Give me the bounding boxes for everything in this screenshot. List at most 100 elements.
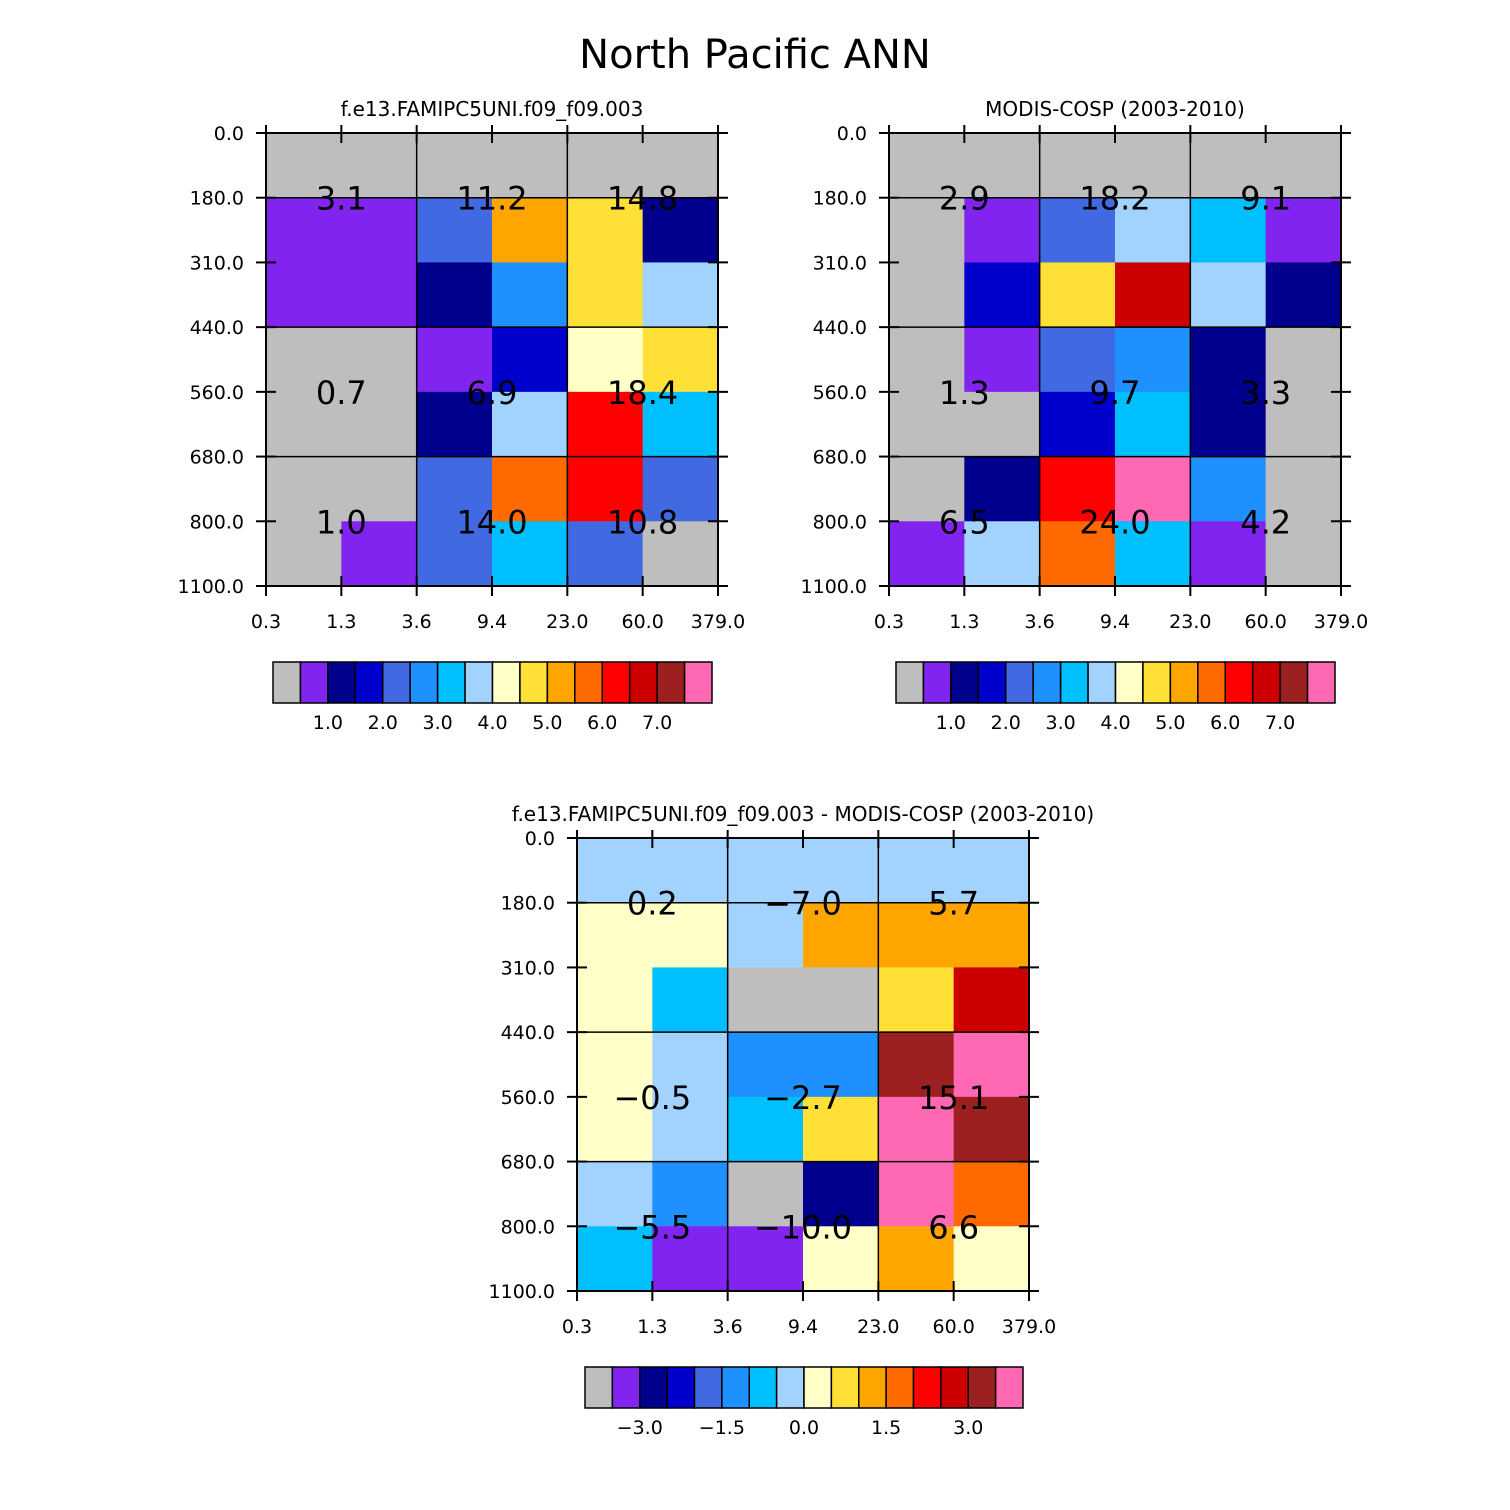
colorbar-label: 4.0 (1100, 712, 1130, 734)
y-tick-label: 680.0 (501, 1152, 555, 1174)
colorbar-swatch (491, 661, 521, 704)
heatmap-cell (416, 197, 493, 263)
heatmap-cell (953, 838, 1030, 904)
colorbar-label: 3.0 (1046, 712, 1076, 734)
panel-observation: MODIS-COSP (2003-2010) 0.0 180.0 310.0 440.0… (801, 97, 1369, 734)
colorbar-label: 6.0 (1210, 712, 1240, 734)
colorbar-label: 4.0 (477, 712, 507, 734)
cell-value-label: 0.7 (316, 374, 367, 412)
x-tick-label: 60.0 (933, 1316, 975, 1338)
colorbar-swatch (1306, 661, 1336, 704)
colorbar-swatch (601, 661, 631, 704)
colorbar-swatch (912, 1366, 942, 1409)
colorbar-swatch (858, 1366, 887, 1409)
heatmap-cell (727, 1032, 804, 1098)
y-tick-label: 180.0 (813, 188, 867, 210)
cell-value-label: −5.5 (613, 1208, 691, 1246)
heatmap-cell (953, 1096, 1030, 1163)
x-tick-label: 60.0 (622, 611, 664, 633)
x-tick-label: 0.3 (562, 1316, 592, 1338)
x-tick-label: 3.6 (713, 1316, 743, 1338)
cell-value-label: 11.2 (456, 180, 527, 218)
heatmap-cell (1190, 327, 1267, 393)
heatmap-cell (577, 1161, 653, 1227)
heatmap-cell (803, 1096, 879, 1163)
heatmap-cell (341, 391, 418, 458)
heatmap-cell (577, 902, 653, 968)
colorbar-swatch (436, 661, 466, 704)
heatmap-cell (964, 197, 1041, 263)
colorbar-swatch (830, 1366, 860, 1409)
heatmap-cell (341, 262, 418, 328)
heatmap-cell (567, 133, 644, 199)
heatmap-cell (341, 133, 418, 199)
panel-model: f.e13.FAMIPC5UNI.f09_f09.003 0.0 180.0 310.… (178, 97, 746, 734)
heatmap-cell (492, 197, 568, 263)
cell-value-label: 1.0 (316, 503, 367, 541)
cell-value-label: 0.2 (627, 885, 678, 923)
colorbar-swatch (639, 1366, 668, 1409)
heatmap-cell (266, 521, 342, 587)
x-tick-label: 23.0 (1169, 611, 1211, 633)
heatmap-cell (642, 262, 719, 328)
heatmap-cell (727, 838, 804, 904)
colorbar-swatch (803, 1366, 833, 1409)
heatmap-cell (1265, 262, 1342, 328)
heatmap-cell (416, 327, 493, 393)
colorbar-swatch (1032, 661, 1062, 704)
y-tick-label: 680.0 (190, 447, 244, 469)
figure-title: North Pacific ANN (579, 32, 931, 78)
heatmap-cell (964, 391, 1041, 458)
x-tick-label: 23.0 (857, 1316, 899, 1338)
colorbar-swatch (683, 661, 713, 704)
y-tick-label: 440.0 (813, 317, 867, 339)
panel-title: f.e13.FAMIPC5UNI.f09_f09.003 - MODIS-COS… (512, 802, 1094, 826)
heatmap-cell (266, 391, 342, 458)
colorbar-label: 6.0 (587, 712, 617, 734)
colorbar-swatch (464, 661, 494, 704)
heatmap-cell (341, 456, 418, 522)
colorbar-swatch (1114, 661, 1144, 704)
heatmap-cell (953, 902, 1030, 968)
x-tick-label: 0.3 (251, 611, 281, 633)
heatmap-cell (416, 521, 493, 587)
heatmap-cell (1115, 133, 1191, 199)
x-tick-label: 1.3 (326, 611, 356, 633)
heatmap-cell (964, 456, 1041, 522)
heatmap-cell (266, 262, 342, 328)
cell-value-label: 1.3 (939, 374, 990, 412)
heatmap-cell (1115, 262, 1191, 328)
heatmap-cell (642, 327, 719, 393)
colorbar-label: −3.0 (617, 1417, 663, 1439)
colorbar-swatch (721, 1366, 750, 1409)
heatmap-cell (492, 456, 568, 522)
colorbar-label: 2.0 (991, 712, 1021, 734)
heatmap-cell (1190, 262, 1267, 328)
colorbar-swatch (656, 661, 686, 704)
colorbar-swatch (272, 661, 302, 704)
colorbar-swatch (1169, 661, 1199, 704)
y-tick-label: 440.0 (501, 1022, 555, 1044)
heatmap-cell (341, 327, 418, 393)
heatmap-cell (727, 1161, 804, 1227)
cell-value-label: 6.5 (939, 503, 990, 541)
cell-value-label: 24.0 (1079, 503, 1150, 541)
heatmap-cell (1190, 391, 1267, 458)
heatmap-cell (1115, 327, 1191, 393)
colorbar-swatch (950, 661, 980, 704)
heatmap-cell (642, 197, 719, 263)
y-tick-label: 1100.0 (489, 1281, 555, 1303)
heatmap-cell (567, 327, 644, 393)
cell-value-label: 14.0 (456, 503, 527, 541)
x-tick-label: 0.3 (874, 611, 904, 633)
colorbar-label: 1.5 (871, 1417, 901, 1439)
y-tick-label: 800.0 (190, 511, 244, 533)
y-tick-label: 560.0 (501, 1087, 555, 1109)
heatmap-cell (1039, 456, 1116, 522)
heatmap-cell (803, 967, 879, 1033)
x-tick-label: 9.4 (1100, 611, 1130, 633)
colorbar-swatch (611, 1366, 641, 1409)
heatmap-cell (567, 391, 644, 458)
colorbar-swatch (628, 661, 658, 704)
colorbar-swatch (1005, 661, 1034, 704)
